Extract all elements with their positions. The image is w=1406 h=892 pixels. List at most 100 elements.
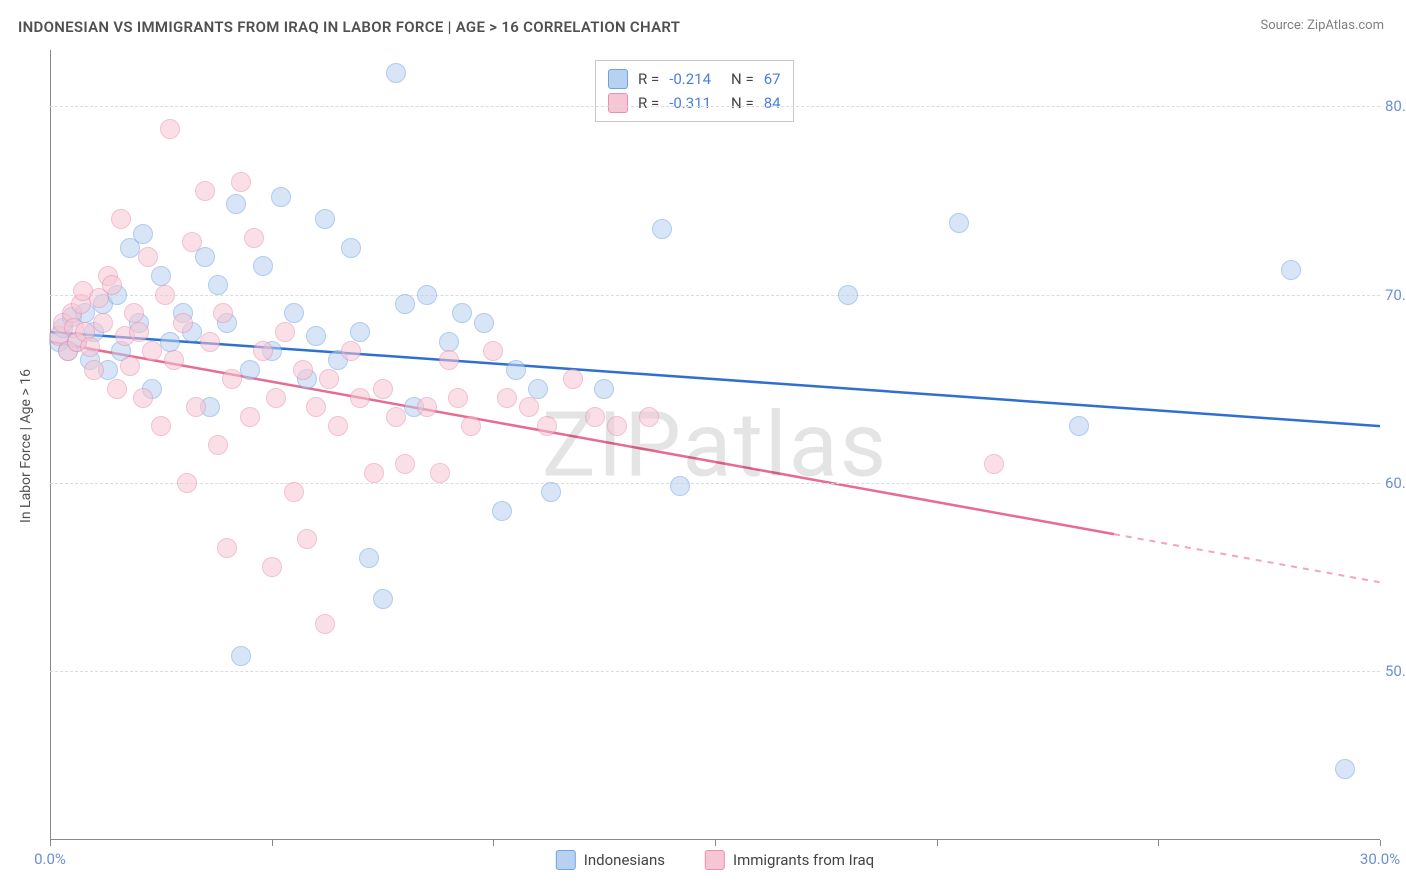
scatter-point <box>124 303 144 323</box>
scatter-point <box>222 369 242 389</box>
scatter-point <box>133 388 153 408</box>
x-tick <box>1158 840 1159 846</box>
scatter-point <box>373 379 393 399</box>
scatter-point <box>528 379 548 399</box>
scatter-point <box>417 285 437 305</box>
scatter-point <box>373 589 393 609</box>
grid-line <box>50 295 1380 296</box>
scatter-point <box>240 360 260 380</box>
scatter-point <box>262 557 282 577</box>
series-legend-item: Immigrants from Iraq <box>705 850 874 870</box>
scatter-point <box>328 416 348 436</box>
scatter-point <box>164 350 184 370</box>
scatter-point <box>200 332 220 352</box>
scatter-point <box>497 388 517 408</box>
stats-legend: R = -0.214 N = 67 R = -0.311 N = 84 <box>595 60 794 122</box>
scatter-point <box>483 341 503 361</box>
scatter-point <box>585 407 605 427</box>
y-axis-label: In Labor Force | Age > 16 <box>18 369 34 523</box>
scatter-point <box>439 332 459 352</box>
scatter-point <box>315 614 335 634</box>
scatter-point <box>102 275 122 295</box>
scatter-point <box>607 416 627 436</box>
series-legend-label: Indonesians <box>584 851 665 869</box>
scatter-point <box>160 332 180 352</box>
scatter-point <box>244 228 264 248</box>
scatter-point <box>350 388 370 408</box>
legend-swatch <box>556 850 576 870</box>
scatter-point <box>519 397 539 417</box>
x-tick-label: 30.0% <box>1360 850 1400 868</box>
scatter-point <box>359 548 379 568</box>
x-tick <box>1380 840 1381 846</box>
x-tick <box>715 840 716 846</box>
scatter-point <box>350 322 370 342</box>
scatter-point <box>670 476 690 496</box>
scatter-point <box>231 172 251 192</box>
y-tick-label: 50.0% <box>1385 662 1406 680</box>
legend-n-label: N = <box>731 94 754 112</box>
scatter-point <box>284 303 304 323</box>
scatter-point <box>838 285 858 305</box>
legend-swatch <box>608 93 628 113</box>
legend-r-value: -0.311 <box>669 94 711 112</box>
legend-n-value: 67 <box>764 70 781 88</box>
scatter-point <box>213 303 233 323</box>
scatter-point <box>217 538 237 558</box>
scatter-point <box>160 119 180 139</box>
scatter-point <box>297 529 317 549</box>
scatter-point <box>652 219 672 239</box>
scatter-point <box>984 454 1004 474</box>
legend-r-label: R = <box>638 94 659 112</box>
scatter-point <box>208 275 228 295</box>
scatter-point <box>195 247 215 267</box>
stats-legend-row: R = -0.214 N = 67 <box>608 67 781 91</box>
x-tick <box>50 840 51 846</box>
scatter-point <box>386 63 406 83</box>
scatter-point <box>107 379 127 399</box>
y-tick-label: 80.0% <box>1385 97 1406 115</box>
series-legend-item: Indonesians <box>556 850 665 870</box>
scatter-point <box>271 187 291 207</box>
y-tick-label: 70.0% <box>1385 286 1406 304</box>
scatter-point <box>208 435 228 455</box>
scatter-point <box>430 463 450 483</box>
series-legend: Indonesians Immigrants from Iraq <box>556 850 874 870</box>
scatter-point <box>142 341 162 361</box>
scatter-point <box>284 482 304 502</box>
legend-swatch <box>608 69 628 89</box>
legend-n-value: 84 <box>764 94 781 112</box>
scatter-point <box>306 326 326 346</box>
scatter-point <box>253 341 273 361</box>
scatter-point <box>386 407 406 427</box>
source-label: Source: ZipAtlas.com <box>1260 18 1384 33</box>
legend-r-value: -0.214 <box>669 70 711 88</box>
scatter-point <box>492 501 512 521</box>
scatter-point <box>195 181 215 201</box>
plot-border <box>50 50 1380 840</box>
legend-n-label: N = <box>731 70 754 88</box>
x-tick <box>493 840 494 846</box>
scatter-point <box>639 407 659 427</box>
scatter-point <box>155 285 175 305</box>
legend-r-label: R = <box>638 70 659 88</box>
scatter-point <box>1069 416 1089 436</box>
scatter-point <box>1281 260 1301 280</box>
y-tick-label: 60.0% <box>1385 474 1406 492</box>
scatter-point <box>306 397 326 417</box>
scatter-point <box>84 360 104 380</box>
scatter-point <box>541 482 561 502</box>
scatter-point <box>129 322 149 342</box>
x-tick-label: 0.0% <box>34 850 66 868</box>
scatter-point <box>563 369 583 389</box>
scatter-point <box>452 303 472 323</box>
scatter-point <box>474 313 494 333</box>
scatter-point <box>293 360 313 380</box>
grid-line <box>50 671 1380 672</box>
scatter-point <box>240 407 260 427</box>
grid-line <box>50 106 1380 107</box>
scatter-point <box>80 337 100 357</box>
scatter-point <box>341 341 361 361</box>
scatter-point <box>594 379 614 399</box>
series-legend-label: Immigrants from Iraq <box>733 851 874 869</box>
